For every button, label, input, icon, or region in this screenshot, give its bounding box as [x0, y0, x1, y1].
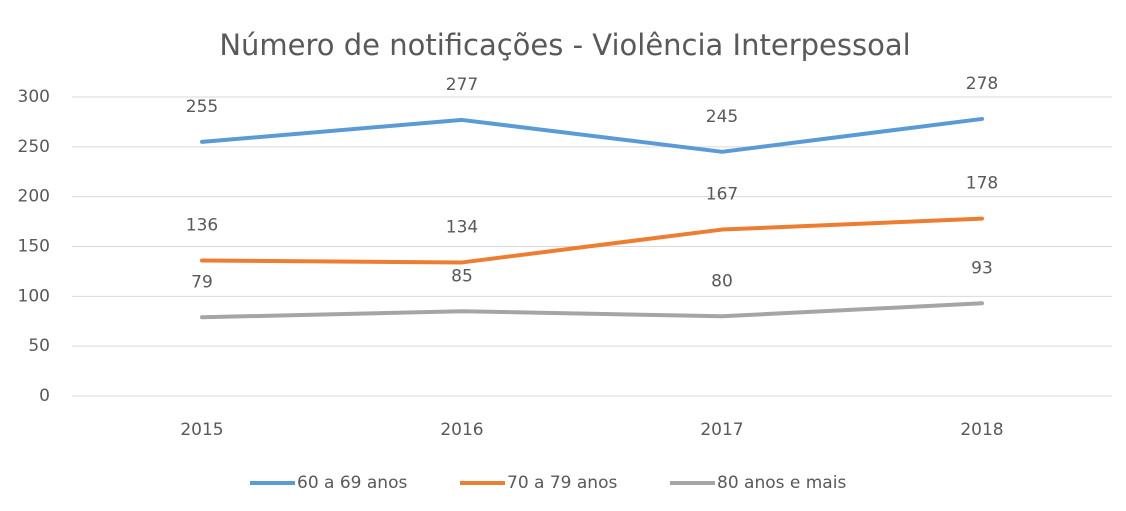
x-tick-label: 2015	[180, 420, 223, 440]
y-tick-label: 250	[18, 137, 50, 157]
data-label: 178	[966, 174, 998, 194]
data-label: 136	[186, 215, 218, 235]
x-tick-label: 2018	[960, 420, 1003, 440]
data-label: 79	[191, 272, 213, 292]
y-tick-label: 50	[28, 336, 50, 356]
series-line	[200, 216, 984, 265]
data-label: 278	[966, 74, 998, 94]
y-tick-label: 150	[18, 237, 50, 257]
data-label: 245	[706, 107, 738, 127]
series-line	[200, 116, 984, 154]
data-label: 85	[451, 266, 473, 286]
legend-label: 80 anos e mais	[717, 473, 846, 493]
data-label: 255	[186, 97, 218, 117]
data-label: 93	[971, 258, 993, 278]
legend-label: 70 a 79 anos	[507, 473, 617, 493]
x-tick-label: 2016	[440, 420, 483, 440]
y-tick-label: 0	[39, 386, 50, 406]
data-label: 167	[706, 185, 738, 205]
data-label: 134	[446, 217, 478, 237]
chart-title: Número de notificações - Violência Inter…	[219, 28, 910, 62]
data-label: 80	[711, 271, 733, 291]
series-line	[200, 301, 984, 320]
y-tick-label: 100	[18, 286, 50, 306]
data-label: 277	[446, 75, 478, 95]
y-tick-label: 300	[18, 87, 50, 107]
legend-label: 60 a 69 anos	[297, 473, 407, 493]
y-tick-label: 200	[18, 187, 50, 207]
x-tick-label: 2017	[700, 420, 743, 440]
